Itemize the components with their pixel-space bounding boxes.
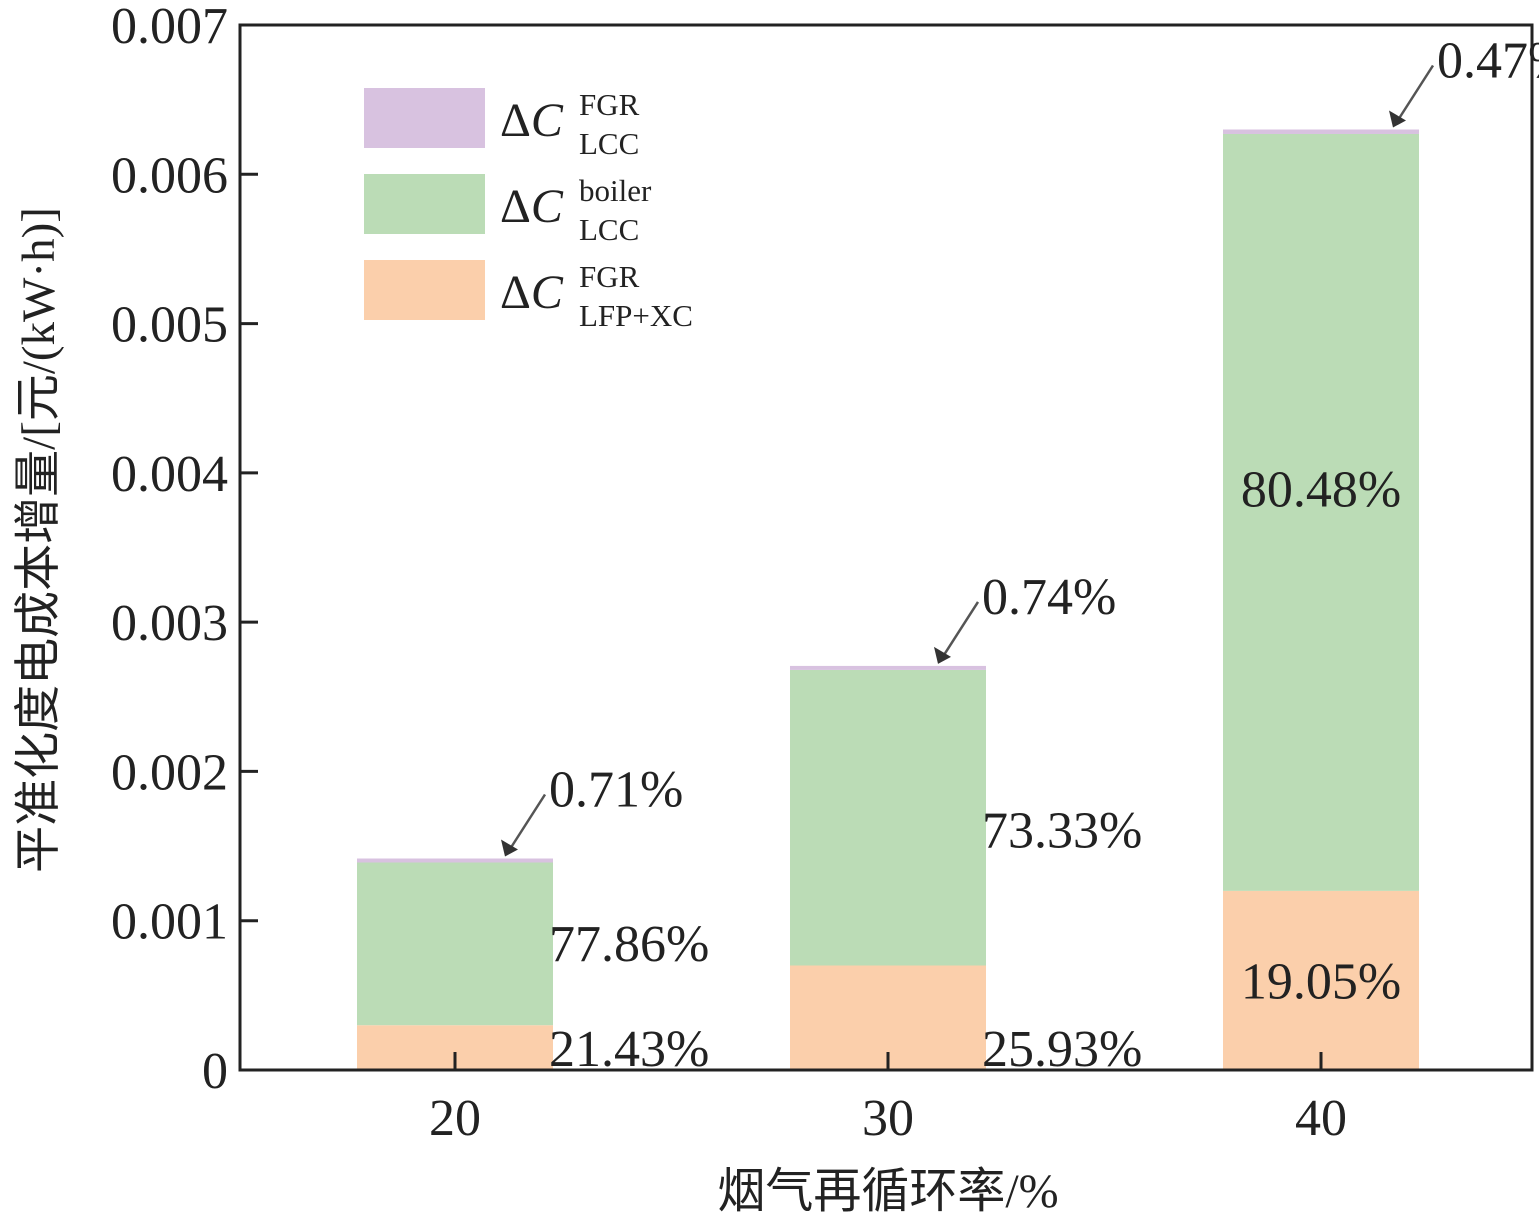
y-axis-title: 平准化度电成本增量/[元/(kW·h)] — [13, 207, 65, 873]
arrows — [501, 64, 1435, 857]
bar-boiler-20 — [357, 862, 553, 1026]
y-axis: 0 0.001 0.002 0.003 0.004 0.005 0.006 0.007 — [111, 0, 258, 1100]
x-tick-label-40: 40 — [1295, 1090, 1347, 1147]
bar-lcc_fgr-30 — [790, 665, 986, 670]
y-tick-label-0.005: 0.005 — [111, 297, 228, 354]
legend-sup-lcc_fgr: FGR — [579, 87, 640, 122]
plot-frame — [238, 23, 1534, 1072]
bar-boiler-30 — [790, 669, 986, 966]
legend-label-boiler: ΔC — [500, 180, 564, 233]
legend-sup-boiler: boiler — [579, 173, 652, 208]
arrow-head-20 — [501, 839, 518, 857]
bar-lfp_xc-40 — [1223, 890, 1419, 1070]
y-tick-label-0.004: 0.004 — [111, 446, 228, 503]
legend-symbol: C — [531, 180, 564, 233]
legend-sub-lfp_xc: LFP+XC — [579, 298, 693, 333]
label-lfp-xc-40: 19.05% — [1241, 953, 1401, 1010]
legend-swatch-lcc_fgr — [364, 88, 485, 148]
label-boiler-30: 73.33% — [982, 803, 1142, 860]
legend-label-lcc_fgr: ΔC — [500, 94, 564, 147]
bar-lcc_fgr-20 — [357, 858, 553, 863]
arrow-line-20 — [509, 793, 547, 849]
arrow-line-40 — [1397, 64, 1435, 120]
bar-lcc_fgr-40 — [1223, 129, 1419, 134]
label-boiler-20: 77.86% — [549, 916, 709, 973]
y-tick-label-0.001: 0.001 — [111, 894, 228, 951]
legend-delta: Δ — [500, 180, 531, 233]
legend-delta: Δ — [500, 266, 531, 319]
legend-delta: Δ — [500, 94, 531, 147]
arrow-head-40 — [1389, 110, 1406, 128]
legend-swatch-boiler — [364, 174, 485, 234]
legend-sub-lcc_fgr: LCC — [579, 126, 639, 161]
label-lcc-fgr-20: 0.71% — [549, 761, 683, 818]
bar-boiler-40 — [1223, 133, 1419, 891]
y-tick-label-0: 0 — [202, 1043, 228, 1100]
legend-swatch-lfp_xc — [364, 260, 485, 320]
x-axis: 20 30 40 — [429, 1052, 1347, 1147]
x-tick-label-30: 30 — [862, 1090, 914, 1147]
legend-symbol: C — [531, 266, 564, 319]
y-tick-label-0.002: 0.002 — [111, 744, 228, 801]
legend-label-lfp_xc: ΔC — [500, 266, 564, 319]
label-boiler-40: 80.48% — [1241, 461, 1401, 518]
arrow-head-30 — [934, 646, 951, 664]
bars — [357, 129, 1419, 1070]
legend-sub-boiler: LCC — [579, 212, 639, 247]
x-axis-title: 烟气再循环率/% — [717, 1165, 1058, 1216]
y-tick-label-0.006: 0.006 — [111, 147, 228, 204]
y-tick-label-0.003: 0.003 — [111, 595, 228, 652]
label-lcc-fgr-40: 0.47% — [1437, 33, 1539, 90]
x-tick-label-20: 20 — [429, 1090, 481, 1147]
legend-symbol: C — [531, 94, 564, 147]
legend-sup-lfp_xc: FGR — [579, 259, 640, 294]
arrow-line-30 — [942, 601, 980, 656]
y-tick-label-0.007: 0.007 — [111, 0, 228, 55]
label-lcc-fgr-30: 0.74% — [982, 569, 1116, 626]
